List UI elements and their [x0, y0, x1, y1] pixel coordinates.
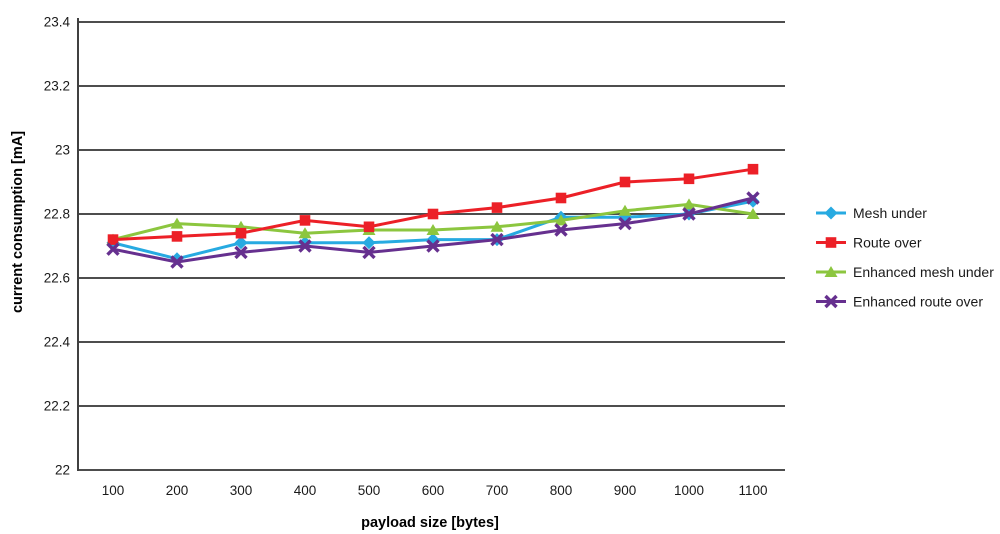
marker-x [746, 191, 760, 205]
y-tick-label-22.4: 22.4 [44, 335, 71, 350]
y-tick-label-22.6: 22.6 [44, 271, 70, 286]
marker-square [555, 192, 567, 204]
marker-triangle [490, 220, 504, 232]
legend-item-mesh-under: Mesh under [816, 205, 927, 221]
marker-square [619, 176, 631, 188]
marker-x [234, 245, 248, 260]
legend-item-route-over: Route over [816, 235, 922, 251]
marker-triangle [170, 217, 184, 229]
marker-x [106, 242, 120, 256]
marker-x [618, 216, 632, 231]
marker-square [427, 208, 439, 220]
marker-square [107, 234, 119, 245]
marker-x [298, 239, 312, 253]
marker-x [554, 223, 568, 237]
x-tick-label-400: 400 [294, 483, 317, 498]
marker-square [235, 227, 247, 239]
x-axis-title: payload size [bytes] [361, 515, 499, 531]
marker-triangle [298, 227, 312, 239]
y-tick-label-23.4: 23.4 [44, 15, 71, 30]
marker-x [824, 294, 838, 309]
marker-x [490, 232, 504, 247]
x-tick-label-300: 300 [230, 483, 253, 498]
marker-triangle [746, 208, 760, 219]
marker-square [299, 215, 311, 226]
legend-label-route-over: Route over [853, 235, 922, 251]
legend: Mesh under Route over Enhanced mesh under E… [816, 205, 994, 310]
x-tick-label-900: 900 [614, 483, 637, 498]
series-enhanced-route-over [106, 191, 760, 269]
marker-triangle [824, 266, 838, 277]
x-tick-label-1100: 1100 [738, 483, 767, 498]
x-tick-label-100: 100 [102, 483, 125, 498]
marker-square [363, 221, 375, 233]
y-tick-label-22: 22 [55, 463, 70, 478]
marker-square [683, 173, 695, 185]
legend-item-enhanced-route-over: Enhanced route over [816, 294, 983, 310]
marker-square [825, 237, 837, 248]
legend-label-enhanced-mesh-under: Enhanced mesh under [853, 264, 994, 280]
marker-x [170, 255, 184, 269]
marker-diamond [824, 206, 838, 220]
x-tick-label-700: 700 [486, 483, 509, 498]
legend-item-enhanced-mesh-under: Enhanced mesh under [816, 264, 994, 280]
y-tick-label-23: 23 [55, 143, 70, 158]
marker-square [747, 163, 759, 175]
marker-diamond [234, 236, 248, 250]
y-tick-label-23.2: 23.2 [44, 79, 70, 94]
series-route-over [107, 163, 759, 245]
x-tick-label-200: 200 [166, 483, 189, 498]
marker-x [362, 245, 376, 260]
marker-triangle [618, 204, 632, 216]
marker-triangle [426, 224, 440, 235]
marker-triangle [682, 198, 696, 210]
x-tick-label-600: 600 [422, 483, 445, 498]
y-tick-label-22.8: 22.8 [44, 207, 70, 222]
x-tick-label-800: 800 [550, 483, 573, 498]
ticks-layer: 22 22.2 22.4 22.6 22.8 23 23.2 23.4 100 200 300 400… [44, 15, 768, 499]
marker-x [682, 207, 696, 221]
y-tick-label-22.2: 22.2 [44, 399, 70, 414]
marker-x [426, 239, 440, 253]
marker-square [491, 202, 503, 213]
marker-triangle [554, 214, 568, 226]
marker-diamond [362, 236, 376, 250]
legend-label-mesh-under: Mesh under [853, 205, 927, 221]
series-layer [106, 163, 760, 269]
legend-label-enhanced-route-over: Enhanced route over [853, 294, 983, 310]
marker-square [171, 231, 183, 242]
y-axis-title: current consumption [mA] [10, 131, 26, 313]
x-tick-label-500: 500 [358, 483, 381, 498]
x-tick-label-1000: 1000 [674, 483, 704, 498]
